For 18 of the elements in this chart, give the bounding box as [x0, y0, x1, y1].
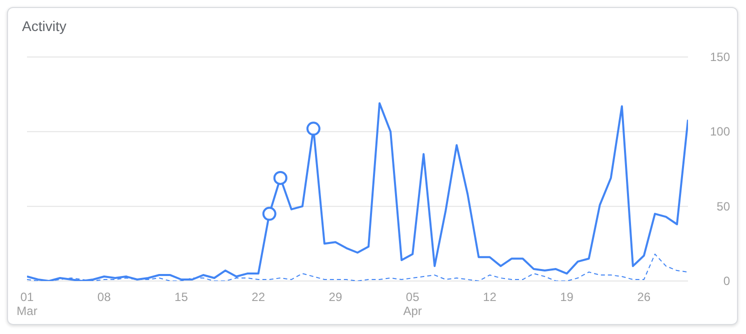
y-tick-label: 100	[710, 124, 730, 139]
x-tick-label: 15	[174, 290, 188, 304]
chart-title: Activity	[22, 18, 66, 34]
y-tick-label: 50	[716, 199, 730, 214]
line-series	[27, 102, 688, 281]
x-tick-label: 26	[637, 290, 651, 304]
x-tick-label: 19	[560, 290, 574, 304]
x-tick-label: 01 Mar	[16, 290, 38, 318]
point	[273, 170, 288, 185]
point	[262, 206, 276, 221]
y-tick-label: 0	[723, 274, 730, 288]
x-tick-label: 08	[97, 290, 112, 304]
x-tick-label: 05 Apr	[403, 290, 422, 318]
x-tick-label: 22	[252, 290, 266, 304]
x-tick-label: 12	[483, 290, 497, 304]
point	[306, 122, 320, 136]
y-tick-label: 150	[710, 50, 730, 64]
x-tick-label: 29	[328, 290, 342, 304]
